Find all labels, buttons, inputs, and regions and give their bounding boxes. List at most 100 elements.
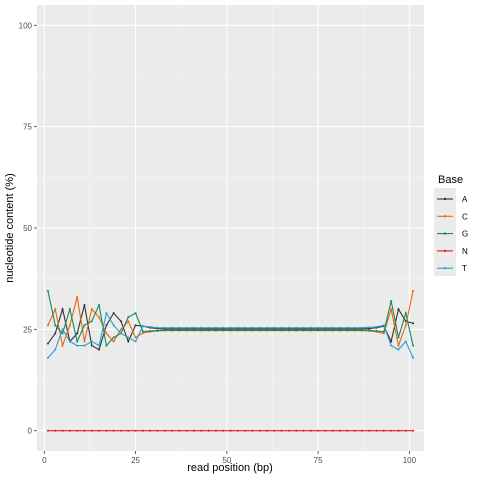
x-tick-label: 50 [222, 456, 231, 465]
data-point-G [229, 329, 232, 332]
data-point-G [112, 336, 115, 339]
data-point-G [149, 329, 152, 332]
data-point-G [214, 329, 217, 332]
data-point-T [346, 326, 349, 329]
data-point-N [273, 429, 276, 432]
data-point-G [287, 329, 290, 332]
data-point-T [236, 326, 239, 329]
data-point-G [141, 330, 144, 333]
data-point-N [287, 429, 290, 432]
data-point-T [360, 326, 363, 329]
data-point-N [251, 429, 254, 432]
legend-label: A [462, 195, 468, 204]
data-point-G [185, 329, 188, 332]
data-point-G [397, 336, 400, 339]
data-point-N [105, 429, 108, 432]
data-point-C [46, 324, 49, 327]
series-N [46, 429, 415, 432]
data-point-G [200, 329, 203, 332]
data-point-T [178, 326, 181, 329]
data-point-N [171, 429, 174, 432]
data-point-N [331, 429, 334, 432]
legend-label: T [462, 264, 467, 273]
legend-label: G [462, 230, 468, 239]
data-point-G [54, 324, 57, 327]
data-point-T [244, 326, 247, 329]
y-axis: 0 25 50 75 100 [19, 21, 37, 436]
data-point-C [119, 328, 122, 331]
data-point-G [404, 312, 407, 315]
data-point-N [236, 429, 239, 432]
x-tick-label: 75 [314, 456, 323, 465]
data-point-N [412, 429, 415, 432]
data-point-G [412, 344, 415, 347]
data-point-T [317, 326, 320, 329]
data-point-N [258, 429, 261, 432]
data-point-N [280, 429, 283, 432]
legend-label: C [462, 212, 468, 221]
data-point-N [61, 429, 64, 432]
data-point-G [222, 329, 225, 332]
data-point-T [149, 325, 152, 328]
data-point-C [54, 308, 57, 311]
data-point-T [382, 324, 385, 327]
data-point-G [46, 289, 49, 292]
data-point-T [163, 326, 166, 329]
data-point-G [163, 329, 166, 332]
data-point-G [61, 332, 64, 335]
data-point-G [295, 329, 298, 332]
data-point-N [54, 429, 57, 432]
data-point-N [46, 429, 49, 432]
data-point-C [134, 336, 137, 339]
data-point-G [353, 329, 356, 332]
data-point-N [156, 429, 159, 432]
data-point-T [90, 340, 93, 343]
data-point-G [266, 329, 269, 332]
data-point-G [105, 344, 108, 347]
data-point-T [68, 340, 71, 343]
data-point-G [236, 329, 239, 332]
data-point-T [112, 324, 115, 327]
data-point-T [229, 326, 232, 329]
x-tick-label: 100 [403, 456, 417, 465]
data-point-N [404, 429, 407, 432]
y-tick-label: 50 [23, 224, 32, 233]
legend-item-C: C [437, 212, 468, 221]
data-point-G [68, 308, 71, 311]
data-point-T [200, 326, 203, 329]
data-point-T [397, 348, 400, 351]
data-point-N [317, 429, 320, 432]
legend-item-N: N [437, 247, 468, 256]
data-point-N [149, 429, 152, 432]
data-point-T [214, 326, 217, 329]
data-point-G [156, 329, 159, 332]
data-point-A [46, 342, 49, 345]
data-point-T [273, 326, 276, 329]
data-point-G [178, 329, 181, 332]
legend-key-point [443, 249, 447, 253]
data-point-A [105, 324, 108, 327]
data-point-A [83, 304, 86, 307]
data-point-A [412, 322, 415, 325]
data-point-C [105, 332, 108, 335]
data-point-T [324, 326, 327, 329]
data-point-G [280, 329, 283, 332]
x-tick-label: 0 [42, 456, 47, 465]
data-point-G [360, 329, 363, 332]
data-point-T [375, 325, 378, 328]
data-point-C [127, 320, 130, 323]
data-point-G [346, 329, 349, 332]
data-point-T [134, 340, 137, 343]
legend-item-A: A [437, 195, 468, 204]
data-point-N [185, 429, 188, 432]
data-point-G [127, 316, 130, 319]
data-point-C [390, 308, 393, 311]
data-point-N [382, 429, 385, 432]
y-tick-label: 0 [28, 427, 33, 436]
data-point-N [222, 429, 225, 432]
data-point-T [61, 328, 64, 331]
legend-title: Base [438, 174, 463, 186]
data-point-A [54, 332, 57, 335]
data-point-T [141, 325, 144, 328]
data-point-N [339, 429, 342, 432]
